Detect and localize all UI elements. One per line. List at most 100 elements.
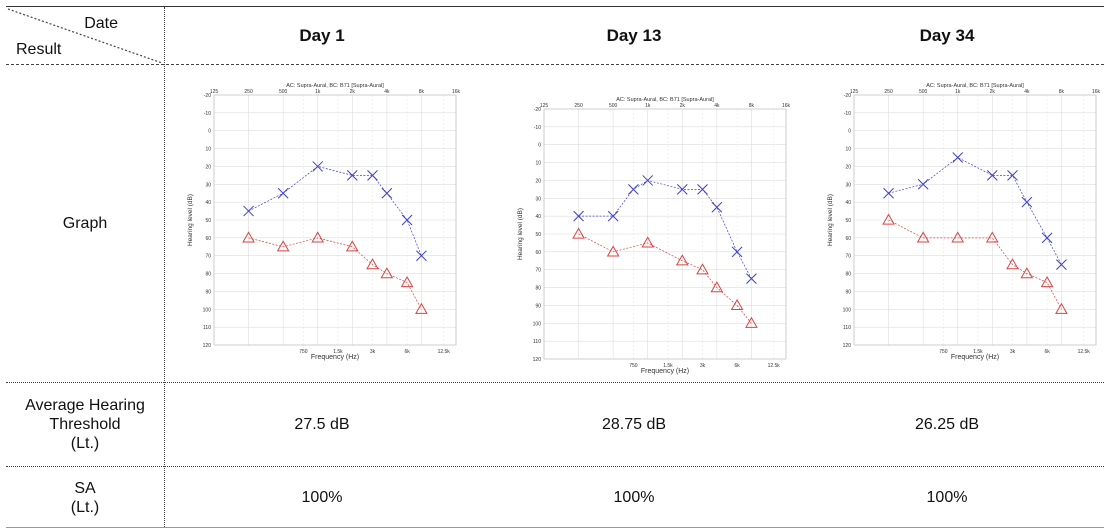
y-tick-label: 80 [845, 272, 851, 278]
data-point-triangle-marker [242, 231, 255, 243]
sa-row: SA (Lt.) 100% 100% 100% [6, 467, 1104, 529]
x-tick-label-top: 16k [782, 103, 791, 109]
y-tick-label: 70 [535, 268, 541, 274]
audiogram-day-13: AC: Supra-Aural, BC: B71 [Supra-Aural] 12… [514, 95, 794, 381]
row-label-average-line-2: Threshold [49, 416, 121, 433]
data-point-triangle-marker [710, 281, 724, 293]
x-tick-label-top: 2k [350, 89, 356, 95]
data-point-x-marker [731, 246, 743, 258]
x-tick-label-bottom: 6k [1044, 349, 1050, 355]
y-tick-label: 10 [845, 147, 851, 153]
plot-frame [213, 94, 457, 346]
average-value-day-13: 28.75 dB [601, 415, 667, 433]
data-point-x-marker [346, 170, 358, 181]
data-point-x-marker [676, 184, 688, 195]
x-tick-label-bottom: 3k [370, 349, 376, 355]
y-tick-label: 100 [533, 321, 542, 327]
row-label-average-line-3: (Lt.) [70, 435, 100, 452]
y-tick-label: -10 [534, 125, 541, 131]
y-tick-label: 80 [205, 272, 211, 278]
data-point-triangle-marker [276, 240, 290, 252]
y-tick-label: 50 [845, 218, 851, 224]
series-line [248, 237, 422, 310]
corner-date-label: Date [84, 15, 118, 32]
data-point-x-marker [746, 273, 757, 284]
y-tick-label: 110 [533, 339, 541, 345]
audiogram-svg: AC: Supra-Aural, BC: B71 [Supra-Aural] 12… [187, 83, 461, 361]
data-point-triangle-marker [745, 316, 758, 328]
row-label-sa-line-2: (Lt.) [70, 499, 100, 516]
data-point-x-marker [883, 187, 894, 199]
y-tick-label: -10 [204, 111, 211, 117]
results-table: Date Result Day 1 Day 13 Day 34 Graph AC… [6, 6, 1104, 528]
y-tick-label: 110 [843, 325, 851, 331]
y-tick-label: -20 [844, 93, 851, 99]
y-tick-label: 80 [535, 286, 541, 292]
data-point-triangle-marker [675, 254, 689, 266]
y-tick-label: -10 [844, 111, 851, 117]
data-point-triangle-marker [1006, 258, 1019, 270]
data-point-x-marker [1056, 259, 1067, 270]
series-line [578, 233, 752, 324]
y-tick-label: 90 [845, 289, 851, 295]
data-point-x-marker [917, 178, 929, 190]
y-tick-label: 30 [205, 182, 211, 188]
data-point-triangle-marker [882, 213, 895, 225]
x-tick-label-top: 1k [645, 103, 651, 109]
header-row: Date Result Day 1 Day 13 Day 34 [6, 7, 1104, 65]
x-tick-label-top: 125 [850, 89, 859, 95]
y-tick-label: 30 [845, 182, 851, 188]
x-tick-label-top: 500 [609, 103, 618, 109]
x-tick-label-bottom: 1.5k [973, 349, 983, 355]
x-tick-label-bottom: 750 [939, 349, 948, 355]
y-tick-label: 70 [845, 254, 851, 260]
y-tick-label: 20 [845, 164, 851, 170]
row-label-average-line-1: Average Hearing [25, 397, 145, 414]
x-tick-label-top: 8k [749, 103, 755, 109]
audiogram-svg: AC: Supra-Aural, BC: B71 [Supra-Aural] 12… [517, 97, 791, 375]
x-tick-label-top: 4k [384, 89, 390, 95]
data-point-x-marker [642, 175, 654, 186]
data-point-triangle-marker [641, 236, 655, 248]
data-point-triangle-marker [730, 298, 744, 311]
corner-result-label: Result [16, 41, 62, 58]
x-tick-label-top: 2k [990, 89, 996, 95]
x-axis-label: Frequency (Hz) [951, 354, 999, 361]
y-tick-label: 60 [845, 236, 851, 242]
average-threshold-row: Average Hearing Threshold (Lt.) 27.5 dB … [6, 383, 1104, 467]
y-tick-label: 30 [535, 196, 541, 202]
data-point-triangle-marker [366, 258, 379, 270]
y-tick-label: 50 [205, 218, 211, 224]
data-point-x-marker [367, 170, 378, 181]
y-tick-label: 90 [205, 289, 211, 295]
y-tick-label: 120 [203, 343, 212, 349]
x-tick-label-bottom: 6k [734, 363, 740, 369]
x-axis-label: Frequency (Hz) [641, 368, 689, 375]
x-tick-label-top: 250 [244, 89, 253, 95]
y-tick-label: 0 [848, 129, 851, 135]
data-point-x-marker [312, 161, 324, 172]
y-tick-label: 10 [535, 161, 541, 167]
data-point-triangle-marker [572, 227, 585, 239]
series-line [888, 219, 1062, 310]
series-line [248, 166, 422, 256]
x-tick-label-top: 16k [452, 89, 461, 95]
data-point-x-marker [416, 250, 427, 262]
data-point-triangle-marker [606, 245, 620, 257]
data-point-triangle-marker [345, 240, 359, 252]
data-point-triangle-marker [916, 231, 930, 243]
sa-value-day-34: 100% [926, 489, 968, 506]
label-column-divider [164, 7, 165, 527]
x-tick-label-top: 1k [315, 89, 321, 95]
x-tick-label-bottom: 1.5k [333, 349, 343, 355]
chart-title: AC: Supra-Aural, BC: B71 [Supra-Aural] [926, 83, 1024, 89]
average-value-day-34: 26.25 dB [914, 415, 980, 433]
x-tick-label-top: 1k [955, 89, 961, 95]
x-tick-label-top: 16k [1092, 89, 1101, 95]
audiogram-day-1: AC: Supra-Aural, BC: B71 [Supra-Aural] 12… [184, 81, 464, 367]
x-tick-label-top: 250 [574, 103, 583, 109]
row-label-average-threshold: Average Hearing Threshold (Lt.) [6, 383, 164, 466]
y-tick-label: 60 [205, 236, 211, 242]
data-point-triangle-marker [415, 302, 428, 314]
data-point-x-marker [711, 201, 723, 213]
